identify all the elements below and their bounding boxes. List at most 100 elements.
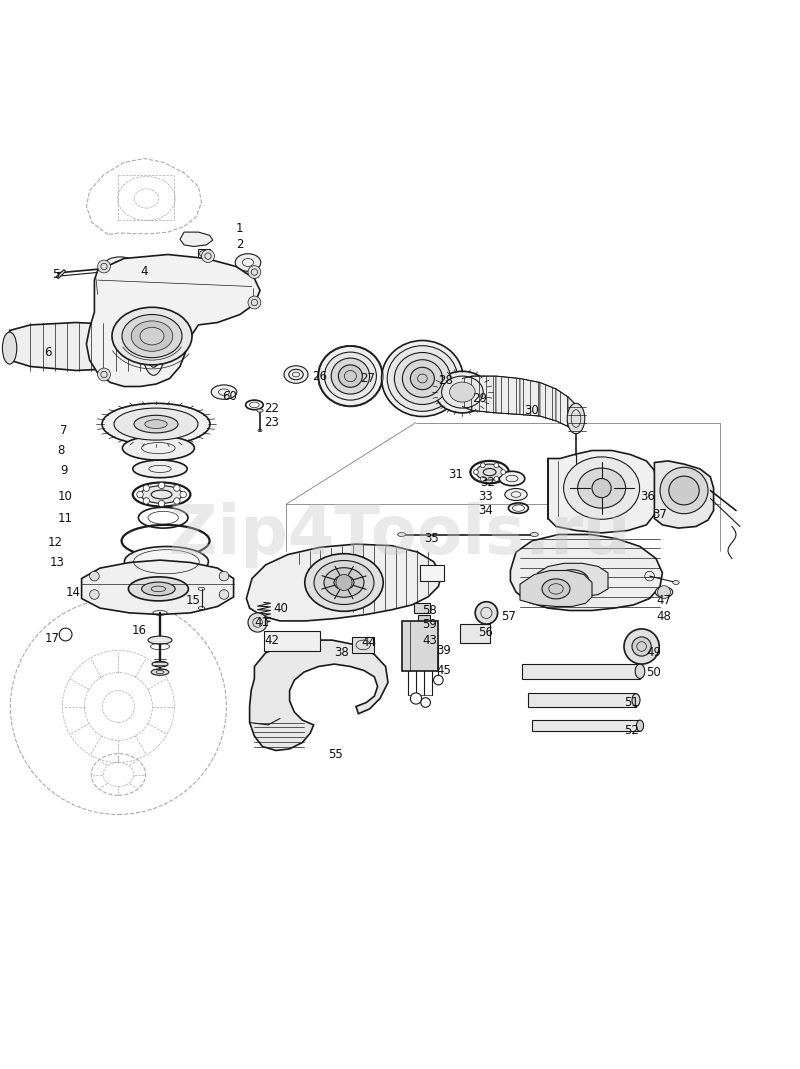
Ellipse shape xyxy=(402,359,442,398)
Circle shape xyxy=(658,586,670,599)
Ellipse shape xyxy=(655,587,673,598)
Text: 56: 56 xyxy=(478,625,494,638)
Polygon shape xyxy=(556,389,568,427)
Text: 4: 4 xyxy=(140,265,147,278)
Text: 9: 9 xyxy=(60,464,67,477)
Polygon shape xyxy=(10,323,154,371)
Circle shape xyxy=(143,485,150,492)
Text: 8: 8 xyxy=(58,444,65,458)
Ellipse shape xyxy=(211,385,237,400)
Ellipse shape xyxy=(567,403,585,434)
Ellipse shape xyxy=(141,485,182,503)
Ellipse shape xyxy=(542,579,570,599)
Text: 59: 59 xyxy=(422,618,438,631)
Ellipse shape xyxy=(114,408,198,440)
Ellipse shape xyxy=(387,345,458,412)
Polygon shape xyxy=(180,232,213,247)
Text: 12: 12 xyxy=(48,536,63,549)
Circle shape xyxy=(501,469,506,475)
Text: 29: 29 xyxy=(472,392,487,405)
Polygon shape xyxy=(520,378,540,416)
Ellipse shape xyxy=(669,476,699,505)
Circle shape xyxy=(494,463,499,467)
Text: 36: 36 xyxy=(640,490,655,502)
Text: 16: 16 xyxy=(132,624,147,637)
Text: 32: 32 xyxy=(480,476,495,489)
Ellipse shape xyxy=(140,327,164,345)
Text: 45: 45 xyxy=(436,664,451,677)
Ellipse shape xyxy=(318,346,382,406)
Text: 23: 23 xyxy=(264,416,279,429)
Ellipse shape xyxy=(105,257,135,272)
Ellipse shape xyxy=(470,461,509,483)
Polygon shape xyxy=(538,563,608,597)
Ellipse shape xyxy=(450,382,475,402)
Text: 2: 2 xyxy=(236,238,243,251)
Text: 10: 10 xyxy=(58,490,73,502)
Text: 7: 7 xyxy=(60,424,67,437)
Circle shape xyxy=(475,602,498,624)
Circle shape xyxy=(434,676,443,685)
Text: 31: 31 xyxy=(448,468,463,481)
Circle shape xyxy=(480,463,485,467)
Polygon shape xyxy=(522,664,640,679)
Circle shape xyxy=(474,469,478,475)
Circle shape xyxy=(248,266,261,279)
Polygon shape xyxy=(568,397,576,432)
Circle shape xyxy=(248,296,261,309)
Ellipse shape xyxy=(673,580,679,585)
Circle shape xyxy=(421,698,430,708)
Ellipse shape xyxy=(410,368,434,390)
Ellipse shape xyxy=(146,329,161,368)
Circle shape xyxy=(180,492,186,498)
Text: 35: 35 xyxy=(424,532,438,545)
Ellipse shape xyxy=(563,456,640,520)
Ellipse shape xyxy=(382,341,463,417)
Circle shape xyxy=(143,498,150,505)
Text: 30: 30 xyxy=(524,404,538,417)
Polygon shape xyxy=(352,637,374,653)
Circle shape xyxy=(174,485,180,492)
Circle shape xyxy=(632,637,651,656)
Polygon shape xyxy=(532,721,640,730)
Text: 33: 33 xyxy=(478,490,493,502)
Circle shape xyxy=(90,571,99,580)
Ellipse shape xyxy=(476,464,503,480)
Ellipse shape xyxy=(133,482,190,507)
Ellipse shape xyxy=(305,554,383,611)
Circle shape xyxy=(158,500,165,507)
Polygon shape xyxy=(548,450,656,533)
Ellipse shape xyxy=(334,575,354,590)
Ellipse shape xyxy=(284,366,308,384)
Text: 6: 6 xyxy=(44,345,51,358)
Ellipse shape xyxy=(122,314,182,358)
Polygon shape xyxy=(82,560,234,615)
Text: 37: 37 xyxy=(652,508,667,521)
Circle shape xyxy=(158,482,165,489)
Circle shape xyxy=(174,498,180,505)
Text: 34: 34 xyxy=(478,503,494,517)
Polygon shape xyxy=(528,693,636,707)
Circle shape xyxy=(592,479,611,498)
Text: 52: 52 xyxy=(624,724,639,737)
Polygon shape xyxy=(420,564,444,580)
Circle shape xyxy=(248,613,267,632)
Ellipse shape xyxy=(142,583,175,595)
Ellipse shape xyxy=(435,371,490,413)
Ellipse shape xyxy=(338,365,362,387)
Text: 11: 11 xyxy=(58,512,73,525)
Text: 14: 14 xyxy=(66,586,81,599)
Text: 26: 26 xyxy=(312,370,327,383)
Circle shape xyxy=(480,477,485,481)
Ellipse shape xyxy=(128,577,189,601)
Text: 22: 22 xyxy=(264,402,279,415)
Ellipse shape xyxy=(505,489,527,500)
Text: 41: 41 xyxy=(254,616,270,629)
Circle shape xyxy=(90,590,99,600)
Ellipse shape xyxy=(637,721,643,731)
Polygon shape xyxy=(460,624,490,642)
Ellipse shape xyxy=(442,376,483,408)
Text: 50: 50 xyxy=(646,666,661,679)
Circle shape xyxy=(98,368,110,381)
Ellipse shape xyxy=(122,436,194,460)
